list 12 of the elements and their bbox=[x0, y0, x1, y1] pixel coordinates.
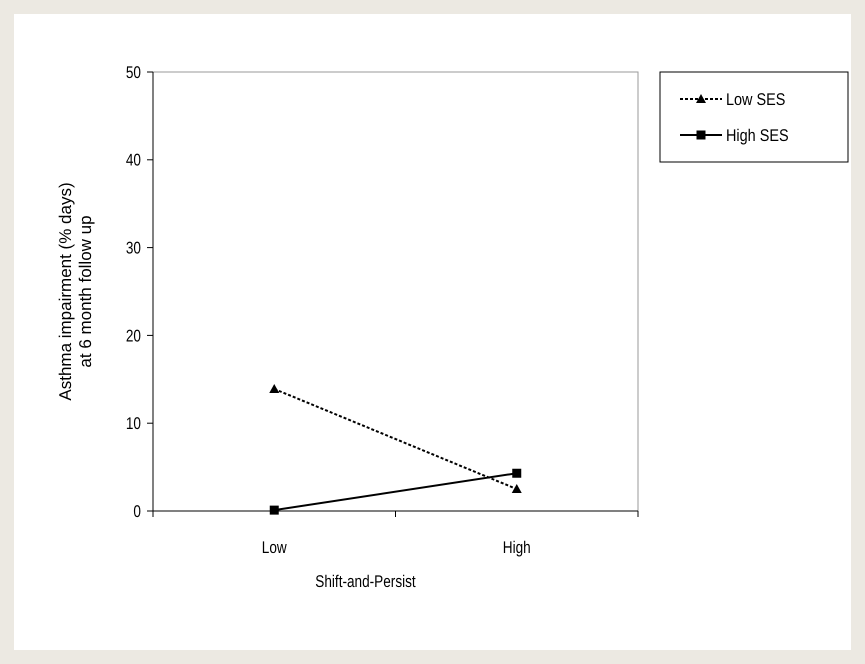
legend-label: Low SES bbox=[726, 90, 786, 110]
y-axis-title: Asthma impairment (% days) at 6 month follow up bbox=[56, 182, 95, 401]
x-tick-label: High bbox=[502, 538, 531, 558]
legend-label: High SES bbox=[726, 126, 789, 146]
y-tick-label: 10 bbox=[126, 414, 141, 434]
x-tick-label: Low bbox=[262, 538, 288, 558]
y-tick-label: 0 bbox=[133, 502, 141, 522]
y-tick-label: 30 bbox=[126, 239, 141, 258]
y-tick-label: 40 bbox=[126, 151, 141, 170]
y-tick-label: 20 bbox=[126, 326, 141, 346]
y-tick-label: 50 bbox=[126, 64, 141, 82]
x-axis-title: Shift-and-Persist bbox=[315, 572, 416, 592]
